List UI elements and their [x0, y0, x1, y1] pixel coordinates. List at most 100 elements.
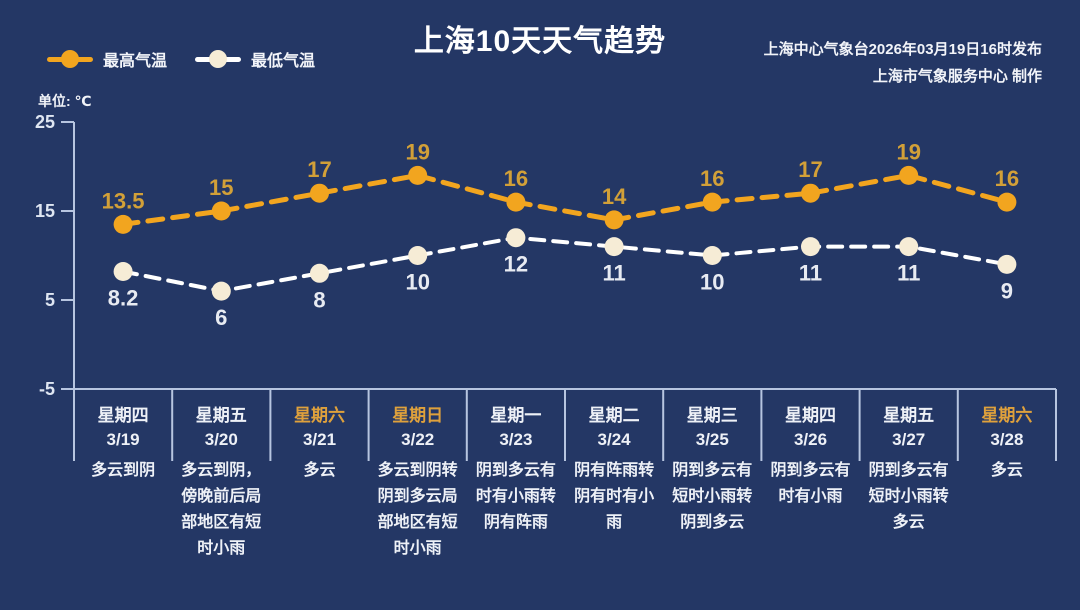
high-temp-marker [310, 183, 329, 203]
date-label: 3/20 [204, 430, 238, 449]
date-label: 3/21 [302, 430, 337, 449]
weather-description: 阴到多云有 时有小雨 [770, 462, 851, 505]
high-temp-marker [801, 183, 820, 203]
y-axis-label: 25 [35, 112, 55, 132]
weekday-label: 星期三 [686, 406, 738, 425]
forecast-column: 星期日 3/22 多云到阴转 阴到多云局 部地区有短 时小雨 [369, 389, 467, 604]
high-temp-marker [408, 165, 428, 185]
low-temp-value-label: 11 [799, 261, 822, 286]
weather-description: 多云到阴 [91, 462, 156, 479]
low-temp-value-label: 6 [215, 305, 227, 330]
date-label: 3/28 [990, 430, 1024, 449]
weekday-label: 星期五 [883, 406, 935, 425]
low-temp-value-label: 8.2 [108, 286, 139, 311]
y-axis-label: 15 [35, 201, 55, 221]
high-temp-marker [702, 192, 722, 212]
low-temp-legend-marker-icon [195, 50, 242, 68]
issue-line-1: 上海中心气象台2026年03月19日16时发布 [763, 41, 1042, 58]
high-temp-value-label: 17 [307, 157, 331, 182]
y-axis-label: -5 [39, 379, 55, 399]
weather-description: 阴到多云有 时有小雨转 阴有阵雨 [475, 462, 556, 531]
legend: 最高气温 最低气温 [47, 47, 315, 71]
low-temp-value-label: 11 [602, 261, 625, 286]
high-temp-value-label: 16 [995, 166, 1019, 191]
forecast-column: 星期三 3/25 阴到多云有 短时小雨转 阴到多云 [663, 389, 761, 604]
low-temp-line [121, 235, 1009, 294]
low-temp-value-label: 8 [313, 287, 325, 312]
low-temp-value-label: 9 [1001, 278, 1013, 303]
high-temp-value-label: 13.5 [102, 188, 145, 213]
high-temp-value-label: 19 [405, 139, 429, 164]
legend-label-low: 最低气温 [251, 53, 316, 70]
high-temp-legend-marker-icon [47, 50, 93, 68]
low-temp-marker [113, 262, 133, 282]
forecast-column: 星期五 3/20 多云到阴， 傍晚前后局 部地区有短 时小雨 [172, 389, 270, 604]
y-axis-label: 5 [45, 290, 55, 310]
forecast-column: 星期四 3/19 多云到阴 [74, 389, 172, 604]
high-temp-value-label: 17 [798, 157, 822, 182]
forecast-column: 星期四 3/26 阴到多云有 时有小雨 [761, 389, 859, 604]
high-temp-marker [899, 165, 919, 185]
weekday-label: 星期二 [588, 406, 640, 425]
legend-item-high: 最高气温 [47, 47, 167, 71]
date-label: 3/25 [695, 430, 729, 449]
high-temp-value-label: 16 [504, 166, 528, 191]
low-temp-value-label: 11 [897, 261, 920, 286]
low-temp-marker [604, 237, 624, 257]
weather-description: 多云 [990, 462, 1023, 479]
date-label: 3/24 [597, 430, 631, 449]
high-temp-marker [113, 214, 133, 234]
high-temp-marker [604, 210, 624, 230]
date-label: 3/27 [892, 430, 926, 449]
low-temp-value-label: 10 [405, 270, 429, 295]
low-temp-marker [997, 254, 1017, 274]
legend-label-high: 最高气温 [103, 53, 168, 70]
forecast-column: 星期六 3/28 多云 [958, 389, 1056, 604]
weekday-label: 星期一 [490, 406, 542, 425]
weather-description: 阴到多云有 短时小雨转 阴到多云 [672, 462, 753, 531]
high-temp-value-label: 19 [896, 139, 920, 164]
weather-description: 阴到多云有 短时小雨转 多云 [868, 462, 949, 531]
issue-info: 上海中心气象台2026年03月19日16时发布 上海市气象服务中心 制作 [764, 36, 1042, 90]
low-temp-value-label: 12 [504, 252, 528, 277]
low-temp-marker [899, 237, 919, 257]
low-temp-dot-icon [209, 50, 228, 68]
high-temp-marker [997, 192, 1017, 212]
high-temp-dot-icon [61, 50, 79, 68]
forecast-column: 星期二 3/24 阴有阵雨转 阴有时有小 雨 [565, 389, 663, 604]
page-title: 上海10天天气趋势 [413, 25, 667, 58]
low-temp-marker [702, 246, 722, 265]
weather-description: 多云 [303, 462, 336, 479]
weather-description: 多云到阴转 阴到多云局 部地区有短 时小雨 [377, 462, 458, 557]
date-label: 3/19 [106, 430, 140, 449]
forecast-column: 星期六 3/21 多云 [270, 389, 368, 604]
weekday-label: 星期日 [392, 406, 444, 425]
high-temp-marker [506, 192, 526, 212]
date-label: 3/23 [499, 430, 533, 449]
low-temp-value-label: 10 [700, 270, 724, 295]
high-temp-value-label: 15 [209, 175, 233, 200]
weekday-label: 星期四 [97, 406, 149, 425]
issue-line-2: 上海市气象服务中心 制作 [872, 68, 1042, 85]
low-temp-marker [211, 281, 231, 301]
low-temp-marker [310, 263, 329, 283]
weekday-label: 星期六 [981, 406, 1033, 425]
low-temp-marker [408, 246, 428, 265]
forecast-column: 星期一 3/23 阴到多云有 时有小雨转 阴有阵雨 [467, 389, 565, 604]
weekday-label: 星期四 [784, 406, 836, 425]
low-temp-marker [506, 228, 526, 248]
high-temp-value-label: 16 [700, 166, 724, 191]
unit-label: 单位: ℃ [38, 93, 92, 109]
forecast-column: 星期五 3/27 阴到多云有 短时小雨转 多云 [860, 389, 958, 604]
date-label: 3/26 [793, 430, 828, 449]
weather-description: 多云到阴， 傍晚前后局 部地区有短 时小雨 [181, 462, 262, 557]
high-temp-value-label: 14 [602, 184, 627, 209]
weather-description: 阴有阵雨转 阴有时有小 雨 [574, 462, 655, 531]
legend-item-low: 最低气温 [195, 47, 315, 71]
high-temp-marker [211, 201, 231, 221]
weekday-label: 星期五 [195, 406, 247, 425]
low-temp-marker [801, 237, 820, 257]
